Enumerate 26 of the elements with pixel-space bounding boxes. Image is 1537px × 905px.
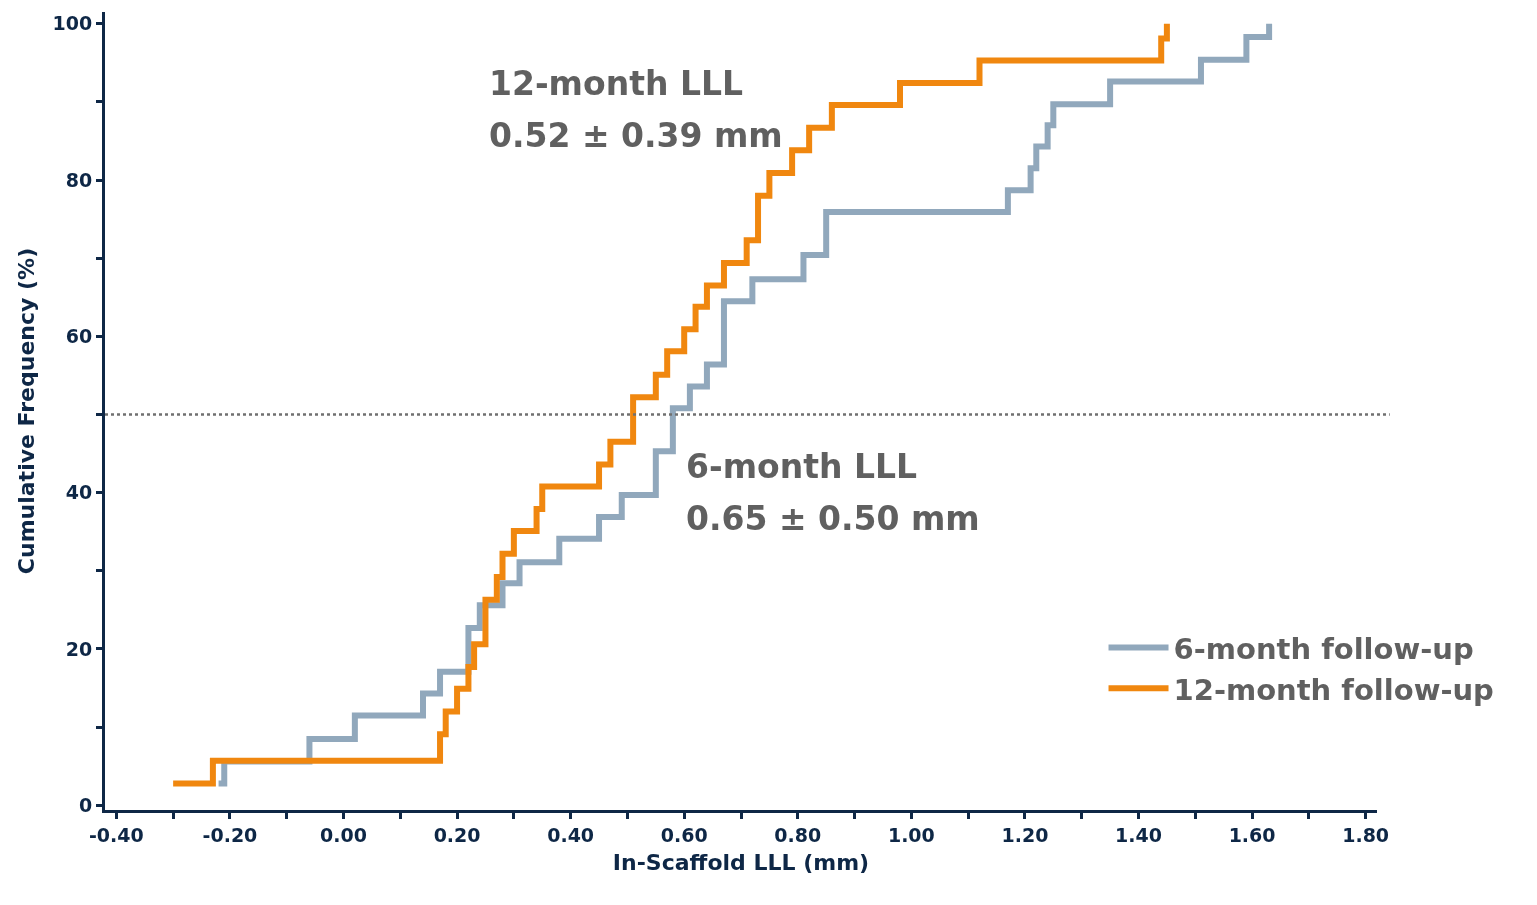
legend-label: 12-month follow-up (1173, 672, 1494, 707)
x-tick-label: 0.60 (660, 823, 708, 846)
x-tick-label: 0.40 (547, 823, 595, 846)
x-tick-label: 1.20 (1001, 823, 1049, 846)
x-tick-label: 0.00 (320, 823, 367, 846)
x-axis-title: In-Scaffold LLL (mm) (612, 849, 870, 875)
annotation: 12-month LLL (489, 64, 744, 103)
y-tick-label: 60 (65, 325, 93, 348)
y-tick-label: 100 (52, 12, 93, 35)
x-tick-label: 1.00 (887, 823, 935, 846)
y-tick-label: 40 (65, 481, 93, 504)
y-tick-label: 20 (65, 637, 93, 660)
annotation: 0.52 ± 0.39 mm (489, 116, 783, 155)
y-tick-label: 0 (78, 793, 93, 816)
x-tick-label: -0.20 (202, 823, 258, 846)
annotation: 0.65 ± 0.50 mm (686, 499, 980, 538)
x-tick-label: 1.40 (1115, 823, 1162, 846)
x-tick-label: -0.40 (88, 823, 144, 846)
annotation: 6-month LLL (686, 447, 918, 486)
legend-label: 6-month follow-up (1173, 631, 1474, 666)
y-axis-title: Cumulative Frequency (%) (14, 247, 40, 575)
x-tick-label: 0.80 (774, 823, 822, 846)
x-tick-label: 1.80 (1342, 823, 1390, 846)
x-tick-label: 0.20 (433, 823, 481, 846)
x-tick-label: 1.60 (1228, 823, 1276, 846)
y-tick-label: 80 (65, 168, 93, 191)
